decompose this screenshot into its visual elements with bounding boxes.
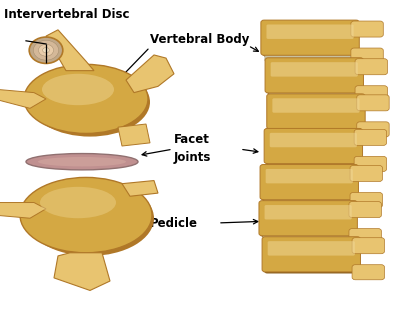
Circle shape (43, 48, 49, 53)
Polygon shape (126, 55, 174, 93)
FancyBboxPatch shape (266, 169, 353, 183)
FancyBboxPatch shape (264, 128, 362, 164)
FancyBboxPatch shape (350, 192, 382, 208)
Polygon shape (0, 203, 46, 218)
FancyBboxPatch shape (268, 159, 358, 169)
FancyBboxPatch shape (264, 195, 354, 205)
FancyBboxPatch shape (264, 238, 358, 273)
Circle shape (29, 37, 63, 63)
Ellipse shape (38, 157, 126, 166)
FancyBboxPatch shape (354, 129, 386, 145)
FancyBboxPatch shape (350, 165, 382, 181)
FancyBboxPatch shape (351, 48, 383, 63)
Ellipse shape (40, 187, 116, 218)
FancyBboxPatch shape (269, 89, 360, 98)
Text: Facet: Facet (174, 133, 210, 146)
FancyBboxPatch shape (272, 98, 360, 113)
FancyBboxPatch shape (266, 130, 360, 165)
Polygon shape (54, 253, 110, 290)
FancyBboxPatch shape (259, 201, 357, 236)
Ellipse shape (42, 74, 114, 105)
FancyBboxPatch shape (357, 122, 389, 137)
Polygon shape (122, 181, 158, 196)
FancyBboxPatch shape (263, 22, 357, 57)
FancyBboxPatch shape (262, 237, 360, 272)
FancyBboxPatch shape (266, 24, 354, 39)
FancyBboxPatch shape (352, 265, 384, 280)
FancyBboxPatch shape (264, 205, 352, 219)
Circle shape (38, 44, 54, 56)
Circle shape (34, 40, 59, 60)
Polygon shape (0, 89, 46, 108)
Polygon shape (118, 124, 150, 146)
FancyBboxPatch shape (260, 165, 358, 200)
FancyBboxPatch shape (267, 94, 365, 129)
FancyBboxPatch shape (265, 52, 355, 61)
FancyBboxPatch shape (262, 166, 356, 201)
FancyBboxPatch shape (271, 62, 358, 77)
FancyBboxPatch shape (268, 241, 355, 256)
Ellipse shape (30, 68, 150, 137)
FancyBboxPatch shape (265, 58, 364, 93)
FancyBboxPatch shape (354, 156, 386, 171)
FancyBboxPatch shape (263, 232, 353, 241)
FancyBboxPatch shape (355, 86, 388, 101)
FancyBboxPatch shape (267, 59, 362, 95)
FancyBboxPatch shape (352, 238, 384, 254)
Text: Intervertebral Disc: Intervertebral Disc (4, 8, 130, 21)
FancyBboxPatch shape (349, 202, 381, 218)
FancyBboxPatch shape (271, 124, 361, 133)
FancyBboxPatch shape (261, 202, 355, 237)
Polygon shape (46, 30, 94, 71)
FancyBboxPatch shape (269, 95, 363, 131)
Ellipse shape (24, 64, 148, 133)
Text: Pedicle: Pedicle (150, 217, 198, 230)
Ellipse shape (20, 177, 152, 253)
FancyBboxPatch shape (261, 20, 359, 55)
FancyBboxPatch shape (351, 21, 383, 37)
FancyBboxPatch shape (349, 229, 381, 244)
Ellipse shape (26, 181, 154, 256)
Text: Vertebral Body: Vertebral Body (150, 33, 249, 46)
Ellipse shape (26, 154, 138, 170)
FancyBboxPatch shape (357, 95, 389, 111)
FancyBboxPatch shape (270, 133, 357, 147)
FancyBboxPatch shape (355, 59, 388, 75)
Text: Joints: Joints (174, 150, 211, 164)
